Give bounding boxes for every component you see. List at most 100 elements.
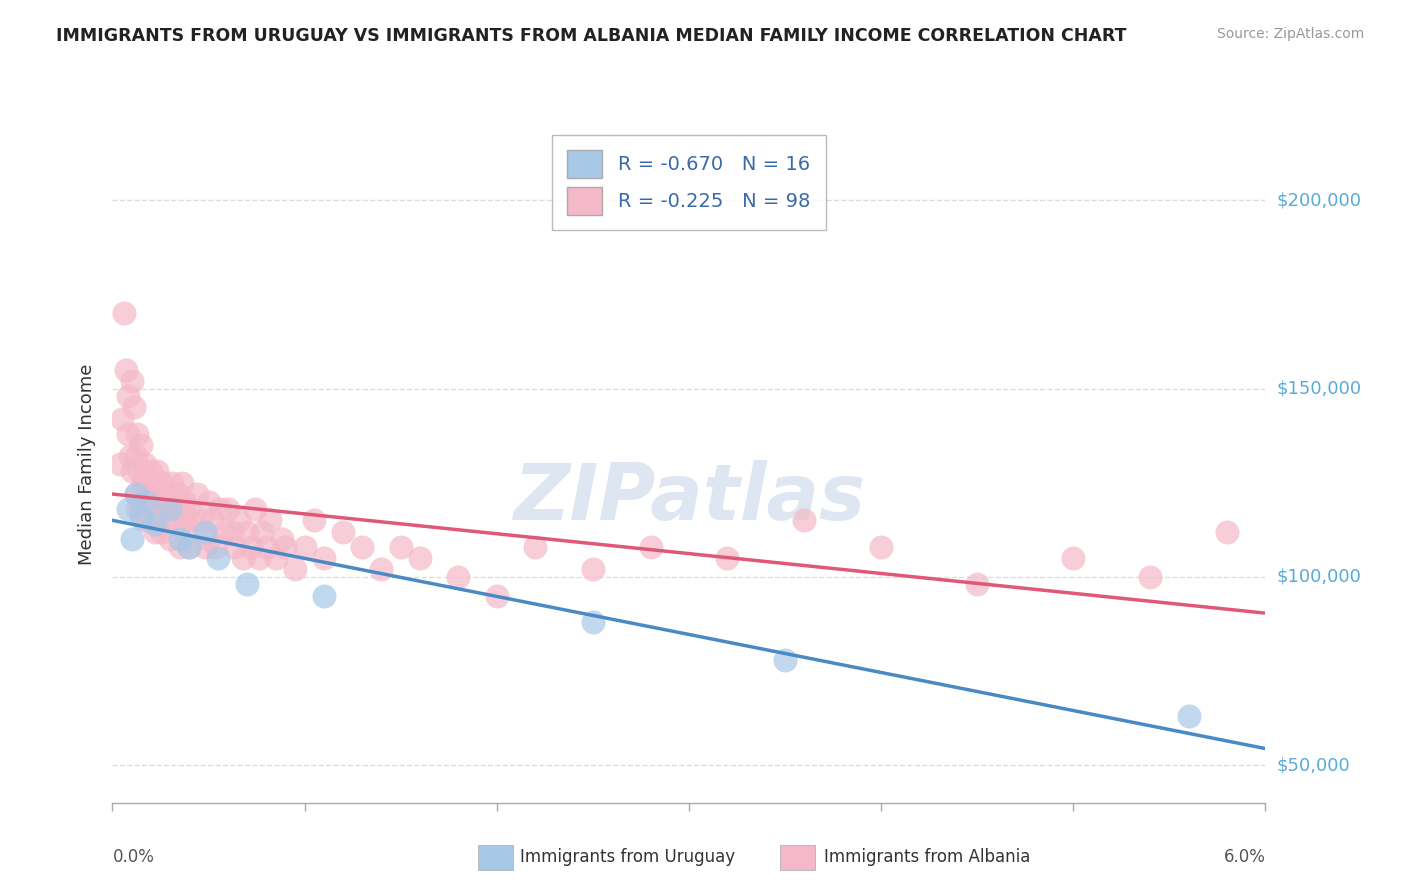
Point [312,551,335,566]
Point [121,532,143,546]
Point [132,513,155,527]
Point [217,502,239,516]
Point [129,502,153,516]
Point [259,513,281,527]
Point [134,494,156,508]
Point [236,524,259,539]
Point [205,540,228,554]
Point [181,513,204,527]
Point [197,532,219,546]
Point [145,464,167,478]
Point [389,540,412,554]
Point [127,502,149,516]
Point [1062,551,1084,566]
Point [207,551,229,566]
Text: Source: ZipAtlas.com: Source: ZipAtlas.com [1216,27,1364,41]
Point [179,540,201,554]
Point [239,540,262,554]
Point [139,502,162,516]
Point [129,509,153,524]
Point [254,540,277,554]
Point [524,540,547,554]
Point [1139,570,1161,584]
Point [163,494,186,508]
Point [252,524,274,539]
Point [332,524,354,539]
Point [159,532,181,546]
Point [194,524,217,539]
Point [170,475,193,490]
Point [179,502,201,516]
Point [136,475,159,490]
Point [212,524,235,539]
Point [153,494,176,508]
Point [122,401,145,415]
Text: $150,000: $150,000 [1277,379,1361,398]
Point [209,502,232,516]
Point [129,438,153,452]
Point [124,450,146,464]
Point [243,502,266,516]
Point [108,457,131,471]
Point [148,487,170,501]
Point [115,362,138,376]
Text: $100,000: $100,000 [1277,568,1361,586]
Text: Immigrants from Albania: Immigrants from Albania [824,848,1031,866]
Legend: R = -0.670   N = 16, R = -0.225   N = 98: R = -0.670 N = 16, R = -0.225 N = 98 [553,135,825,230]
Point [152,475,174,490]
Text: Immigrants from Uruguay: Immigrants from Uruguay [520,848,735,866]
Point [793,513,815,527]
Point [173,513,195,527]
Point [166,487,188,501]
Point [179,540,201,554]
Point [143,494,166,508]
Point [966,577,988,591]
Point [111,411,134,425]
Point [264,551,287,566]
Point [174,494,197,508]
Point [138,487,160,501]
Point [176,524,198,539]
Point [312,589,335,603]
Point [236,577,259,591]
Point [352,540,374,554]
Point [284,562,307,576]
Point [112,306,135,320]
Point [124,487,146,501]
Point [155,513,177,527]
Point [143,517,166,532]
Point [304,513,326,527]
Point [582,562,605,576]
Point [201,513,224,527]
Point [136,494,159,508]
Point [128,464,150,478]
Point [157,487,180,501]
Point [142,475,165,490]
Point [1177,709,1199,723]
Point [159,502,181,516]
Point [149,502,172,516]
Point [716,551,738,566]
Point [270,532,292,546]
Point [132,475,155,490]
Text: $50,000: $50,000 [1277,756,1350,774]
Point [247,551,270,566]
Point [139,464,162,478]
Point [136,513,159,527]
Point [197,494,219,508]
Point [149,524,172,539]
Point [117,389,139,403]
Point [485,589,508,603]
Point [160,475,183,490]
Point [165,513,187,527]
Point [169,502,191,516]
Point [134,457,156,471]
Point [190,513,212,527]
Point [124,487,146,501]
Point [169,532,191,546]
Point [773,653,796,667]
Point [870,540,893,554]
Text: $200,000: $200,000 [1277,191,1361,210]
Point [121,374,143,388]
Point [143,524,166,539]
